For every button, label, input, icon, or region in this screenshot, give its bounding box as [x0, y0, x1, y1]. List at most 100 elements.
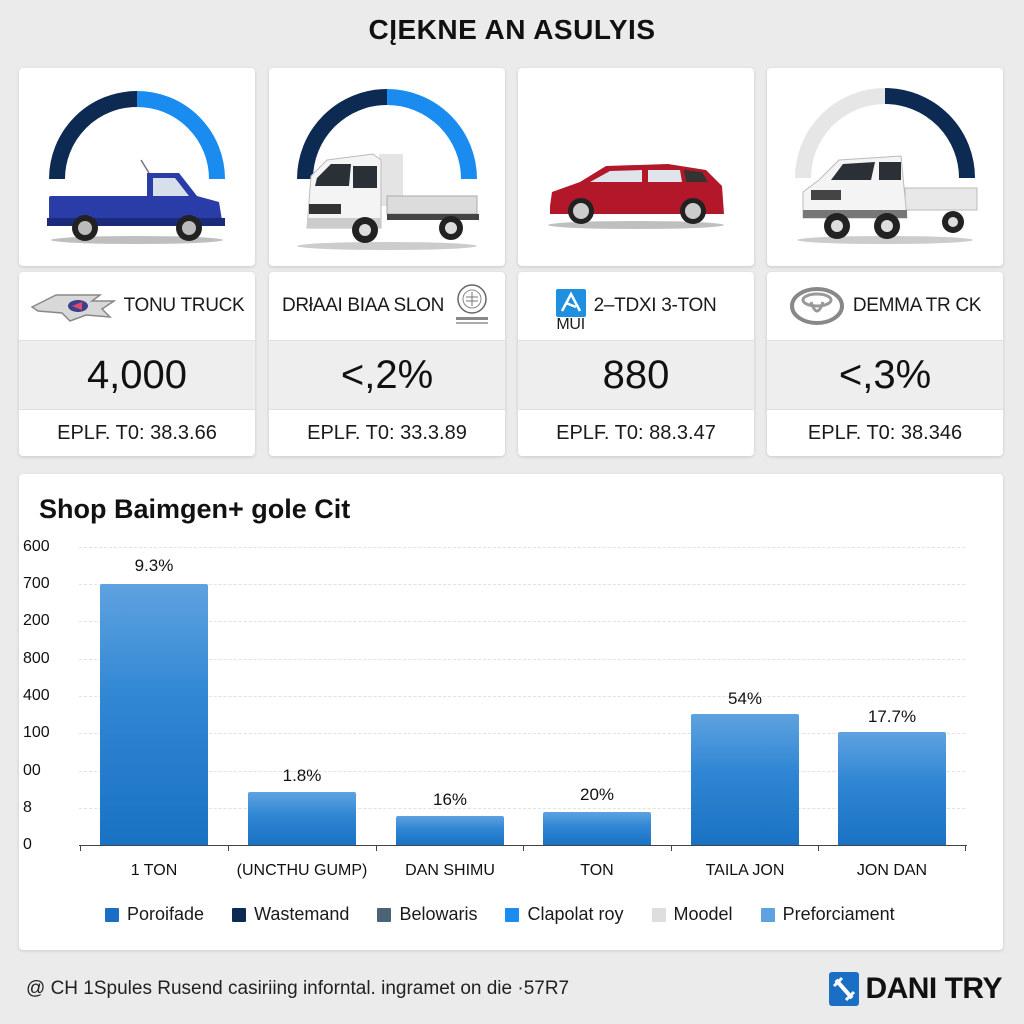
- pickup-truck-icon: [47, 159, 225, 244]
- bar-value-label: 16%: [432, 790, 468, 809]
- cargo-truck-icon: [297, 153, 479, 250]
- oval-emblem-logo-icon: [789, 287, 844, 325]
- gridline: [79, 621, 965, 622]
- vehicle-card-1-image[interactable]: [19, 68, 255, 266]
- x-tick: [965, 845, 966, 851]
- legend-swatch-icon: [651, 907, 666, 922]
- brand-name: 2–TDXI 3-TON: [593, 295, 717, 316]
- legend-label: Poroifade: [127, 904, 205, 924]
- y-tick: 100: [23, 724, 50, 741]
- metric-value: 4,000: [19, 340, 255, 410]
- x-category-label: 1 TON: [130, 862, 178, 879]
- white-pickup-truck-icon: [797, 155, 978, 244]
- vehicle-card-3-info[interactable]: MUI 2–TDXI 3-TON 880 EPLF. T0: 88.3.47: [518, 272, 754, 456]
- metric-value: <,2%: [269, 340, 505, 410]
- brand-name: DRłAAI BIAA SLON: [281, 295, 445, 316]
- legend-swatch-icon: [505, 907, 520, 922]
- y-tick: 600: [23, 538, 50, 555]
- metric-value: 880: [518, 340, 754, 410]
- y-tick: 200: [23, 612, 50, 629]
- brand-row: TONU TRUCK: [19, 272, 255, 340]
- metric-sub: EPLF. T0: 38.3.66: [57, 421, 217, 444]
- legend-item[interactable]: Wastemand: [232, 904, 349, 925]
- gridline: [79, 547, 965, 548]
- metric-sub: EPLF. T0: 88.3.47: [556, 421, 716, 444]
- vehicle-card-2-image[interactable]: [269, 68, 505, 266]
- legend-label: Preforciament: [782, 904, 895, 924]
- page-title: CĮEKNE AN ASULYIS: [368, 14, 656, 45]
- brand-logo[interactable]: DANI TRY: [829, 972, 1002, 1006]
- x-tick: [228, 845, 229, 851]
- brand-row: MUI 2–TDXI 3-TON: [518, 272, 754, 340]
- gridline: [79, 808, 965, 809]
- gauge-icon: [49, 91, 225, 180]
- x-tick: [523, 845, 524, 851]
- vehicle-card-4-info[interactable]: DEMMA TR CK <,3% EPLF. T0: 38.346: [767, 272, 1003, 456]
- y-tick: 400: [23, 687, 50, 704]
- x-category-label: DAN SHIMU: [405, 862, 495, 879]
- legend-item[interactable]: Clapolat roy: [505, 904, 624, 925]
- legend-label: Wastemand: [254, 904, 350, 924]
- plug-icon: [829, 972, 860, 1006]
- bar-jon-dan[interactable]: [838, 732, 946, 845]
- blue-square-logo-icon: [555, 289, 586, 317]
- bar-1-ton[interactable]: [100, 584, 208, 845]
- footer-credit: @ CH 1Spules Rusend casiriing inforntal.…: [26, 978, 570, 999]
- gridline: [79, 733, 965, 734]
- y-tick: 8: [23, 799, 32, 816]
- hatchback-car-icon: [548, 164, 724, 229]
- chart-title: Shop Baimgen+ gole Cit: [39, 494, 351, 524]
- legend-item[interactable]: Poroifade: [105, 904, 204, 925]
- x-category-label: (UNCTHU GUMP): [236, 862, 368, 879]
- bar-dan-shimu[interactable]: [396, 816, 504, 845]
- legend-label: Moodel: [673, 904, 733, 924]
- y-tick: 0: [23, 836, 32, 853]
- legend-item[interactable]: Belowaris: [377, 904, 477, 925]
- logo-text: DANI TRY: [865, 972, 1002, 1005]
- legend-label: Clapolat roy: [527, 904, 624, 924]
- legend-item[interactable]: Preforciament: [760, 904, 895, 925]
- bar-value-label: 54%: [727, 689, 763, 708]
- legend-label: Belowaris: [399, 904, 478, 924]
- gridline: [79, 659, 965, 660]
- y-tick: 800: [23, 650, 50, 667]
- bar-value-label: 9.3%: [134, 556, 174, 575]
- x-category-label: TON: [580, 862, 614, 879]
- y-tick: 700: [23, 575, 50, 592]
- brand-sublabel: MUI: [556, 316, 585, 333]
- bar-ton[interactable]: [543, 812, 651, 845]
- gauge-icon: [297, 89, 477, 180]
- chart-legend: Poroifade Wastemand Belowaris Clapolat r…: [105, 904, 895, 925]
- brand-name: TONU TRUCK: [123, 295, 245, 316]
- legend-swatch-icon: [377, 907, 392, 922]
- legend-swatch-icon: [232, 907, 247, 922]
- x-tick: [671, 845, 672, 851]
- metric-sub: EPLF. T0: 33.3.89: [307, 421, 467, 444]
- bar-value-label: 1.8%: [282, 766, 322, 785]
- bar-chart-panel: Shop Baimgen+ gole Cit 600 700 200 800 4…: [19, 474, 1003, 950]
- bar-value-label: 20%: [579, 785, 615, 804]
- y-tick: 00: [23, 762, 41, 779]
- legend-item[interactable]: Moodel: [651, 904, 733, 925]
- gridline: [79, 771, 965, 772]
- bar-value-label: 17.7%: [867, 707, 917, 726]
- x-tick: [80, 845, 81, 851]
- bar-unchu-gump[interactable]: [248, 792, 356, 845]
- vehicle-card-1-info[interactable]: TONU TRUCK 4,000 EPLF. T0: 38.3.66: [19, 272, 255, 456]
- x-category-label: JON DAN: [856, 862, 928, 879]
- vehicle-card-4-image[interactable]: [767, 68, 1003, 266]
- x-tick: [376, 845, 377, 851]
- brand-row: DRłAAI BIAA SLON: [269, 272, 505, 340]
- winged-badge-logo-icon: [30, 294, 116, 322]
- gridline: [79, 696, 965, 697]
- legend-swatch-icon: [760, 907, 775, 922]
- metric-value: <,3%: [767, 340, 1003, 410]
- bar-taila-jon[interactable]: [691, 714, 799, 845]
- vehicle-card-3-image[interactable]: [518, 68, 754, 266]
- vehicle-card-2-info[interactable]: DRłAAI BIAA SLON <,2% EPLF. T0: 33.3.89: [269, 272, 505, 456]
- circular-seal-logo-icon: [456, 284, 489, 324]
- gauge-icon: [795, 88, 975, 179]
- legend-swatch-icon: [105, 907, 119, 922]
- gridline: [79, 584, 965, 585]
- metric-sub: EPLF. T0: 38.346: [807, 421, 963, 444]
